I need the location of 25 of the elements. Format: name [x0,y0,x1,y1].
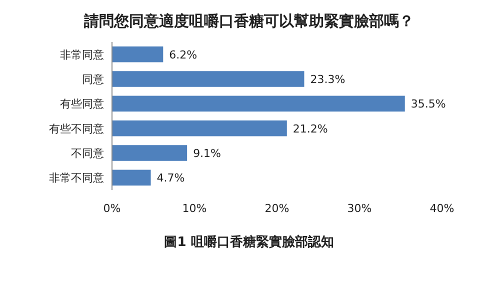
data-label: 6.2% [169,48,198,62]
y-tick-label: 同意 [82,73,104,86]
bar [112,71,304,87]
bar [112,120,287,136]
data-label: 23.3% [310,73,346,86]
data-label: 21.2% [292,122,328,136]
x-tick-label: 40% [430,202,454,215]
x-tick-label: 20% [264,202,290,215]
caption: 圖1 咀嚼口香糖緊實臉部認知 [164,234,334,250]
x-tick-label: 0% [103,202,121,215]
data-label: 35.5% [410,98,446,111]
bar [112,96,405,112]
y-tick-label: 不同意 [71,147,104,160]
bar [112,145,188,161]
bar [112,170,151,186]
data-label: 9.1% [193,147,222,160]
y-tick-label: 非常不同意 [49,172,104,185]
x-tick-label: 10% [182,202,207,215]
x-tick-label: 30% [347,202,372,215]
y-tick-label: 非常同意 [60,48,104,62]
y-tick-label: 有些不同意 [49,122,104,136]
y-tick-label: 有些同意 [60,98,104,111]
data-label: 4.7% [156,172,185,185]
chart-title: 請問您同意適度咀嚼口香糖可以幫助緊實臉部嗎？ [83,12,414,30]
bar [112,46,164,62]
